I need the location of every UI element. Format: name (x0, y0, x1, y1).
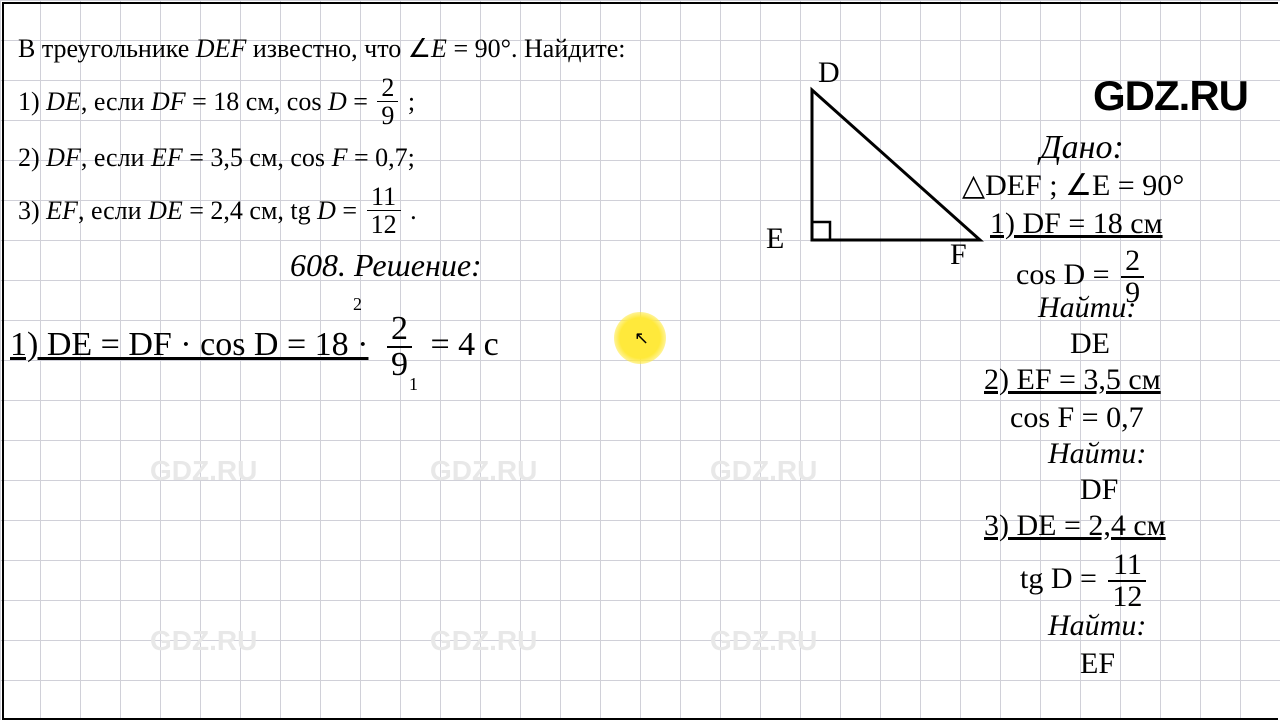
given-l1: △DEF ; ∠E = 90° (962, 168, 1184, 204)
p1-frac-n: 2 (377, 74, 398, 102)
p2-a: 2) (18, 143, 46, 172)
cursor-icon: ↖ (634, 328, 649, 349)
problem-intro-b: известно, что ∠ (246, 34, 431, 63)
p2-b: , если (81, 143, 151, 172)
p1-g1: DF (151, 86, 186, 115)
given-b1b-text: cos D = (1016, 258, 1117, 291)
given-b3b-text: tg D = (1020, 562, 1104, 595)
given-find1: Найти: (1038, 290, 1136, 326)
problem-intro-a: В треугольнике (18, 34, 196, 63)
given-b2a: 2) EF = 3,5 см (984, 362, 1161, 398)
p2-d: F (332, 143, 348, 172)
p2-g1: EF (151, 143, 183, 172)
triangle-label-d: D (818, 56, 840, 90)
p1-a: 1) (18, 86, 46, 115)
given-b1-find: DE (1070, 326, 1110, 362)
p1-e: = (347, 86, 375, 115)
solution-line1: 1) DE = DF · cos D = 18 · 2 2 9 1 = 4 с (10, 312, 499, 382)
given-b1a: 1) DF = 18 см (990, 206, 1163, 242)
p3-frac-d: 12 (367, 211, 401, 238)
p1-b: , если (81, 86, 151, 115)
p3-e: = (336, 196, 364, 225)
given-b3-find: EF (1080, 646, 1115, 682)
p2-e: = 0,7; (347, 143, 414, 172)
given-b2-find: DF (1080, 472, 1118, 508)
p3-g1: DE (148, 196, 183, 225)
given-find3: Найти: (1048, 608, 1146, 644)
p1-c: = 18 см, cos (186, 86, 328, 115)
given-b3-frac-n: 11 (1108, 550, 1146, 582)
p3-b: , если (78, 196, 148, 225)
triangle-label-e: E (766, 222, 784, 256)
p3-frac-n: 11 (367, 183, 401, 211)
p3-c: = 2,4 см, tg (183, 196, 317, 225)
problem-statement: В треугольнике DEF известно, что ∠E = 90… (18, 28, 788, 246)
problem-intro-c: = 90°. Найдите: (447, 34, 626, 63)
p2-side: DF (46, 143, 81, 172)
given-b1-frac-n: 2 (1121, 246, 1144, 278)
p1-frac-d: 9 (377, 102, 398, 129)
triangle-label-f: F (950, 238, 967, 272)
sol1-sup: 2 (353, 294, 362, 316)
solution-title: 608. Решение: (290, 246, 482, 284)
given-b2b: cos F = 0,7 (1010, 400, 1144, 436)
given-b3a: 3) DE = 2,4 см (984, 508, 1166, 544)
sol1-frac-n: 2 (387, 312, 412, 348)
sol1-result: = 4 с (430, 326, 498, 363)
p1-f: ; (401, 86, 415, 115)
p1-side: DE (46, 86, 81, 115)
p1-d: D (328, 86, 347, 115)
site-logo: GDZ.RU (1093, 72, 1248, 120)
p3-d: D (317, 196, 336, 225)
p2-c: = 3,5 см, cos (183, 143, 332, 172)
p3-side: EF (46, 196, 78, 225)
problem-tri: DEF (196, 34, 247, 63)
problem-angle: E (431, 34, 447, 63)
given-b3b: tg D = 1112 (1020, 550, 1150, 612)
p3-a: 3) (18, 196, 46, 225)
given-title: Дано: (1040, 128, 1124, 169)
given-find2: Найти: (1048, 436, 1146, 472)
sol1-sub: 1 (409, 374, 418, 396)
p3-f: . (404, 196, 417, 225)
sol1-label: 1) DE = DF · cos D = 18 · (10, 326, 368, 363)
